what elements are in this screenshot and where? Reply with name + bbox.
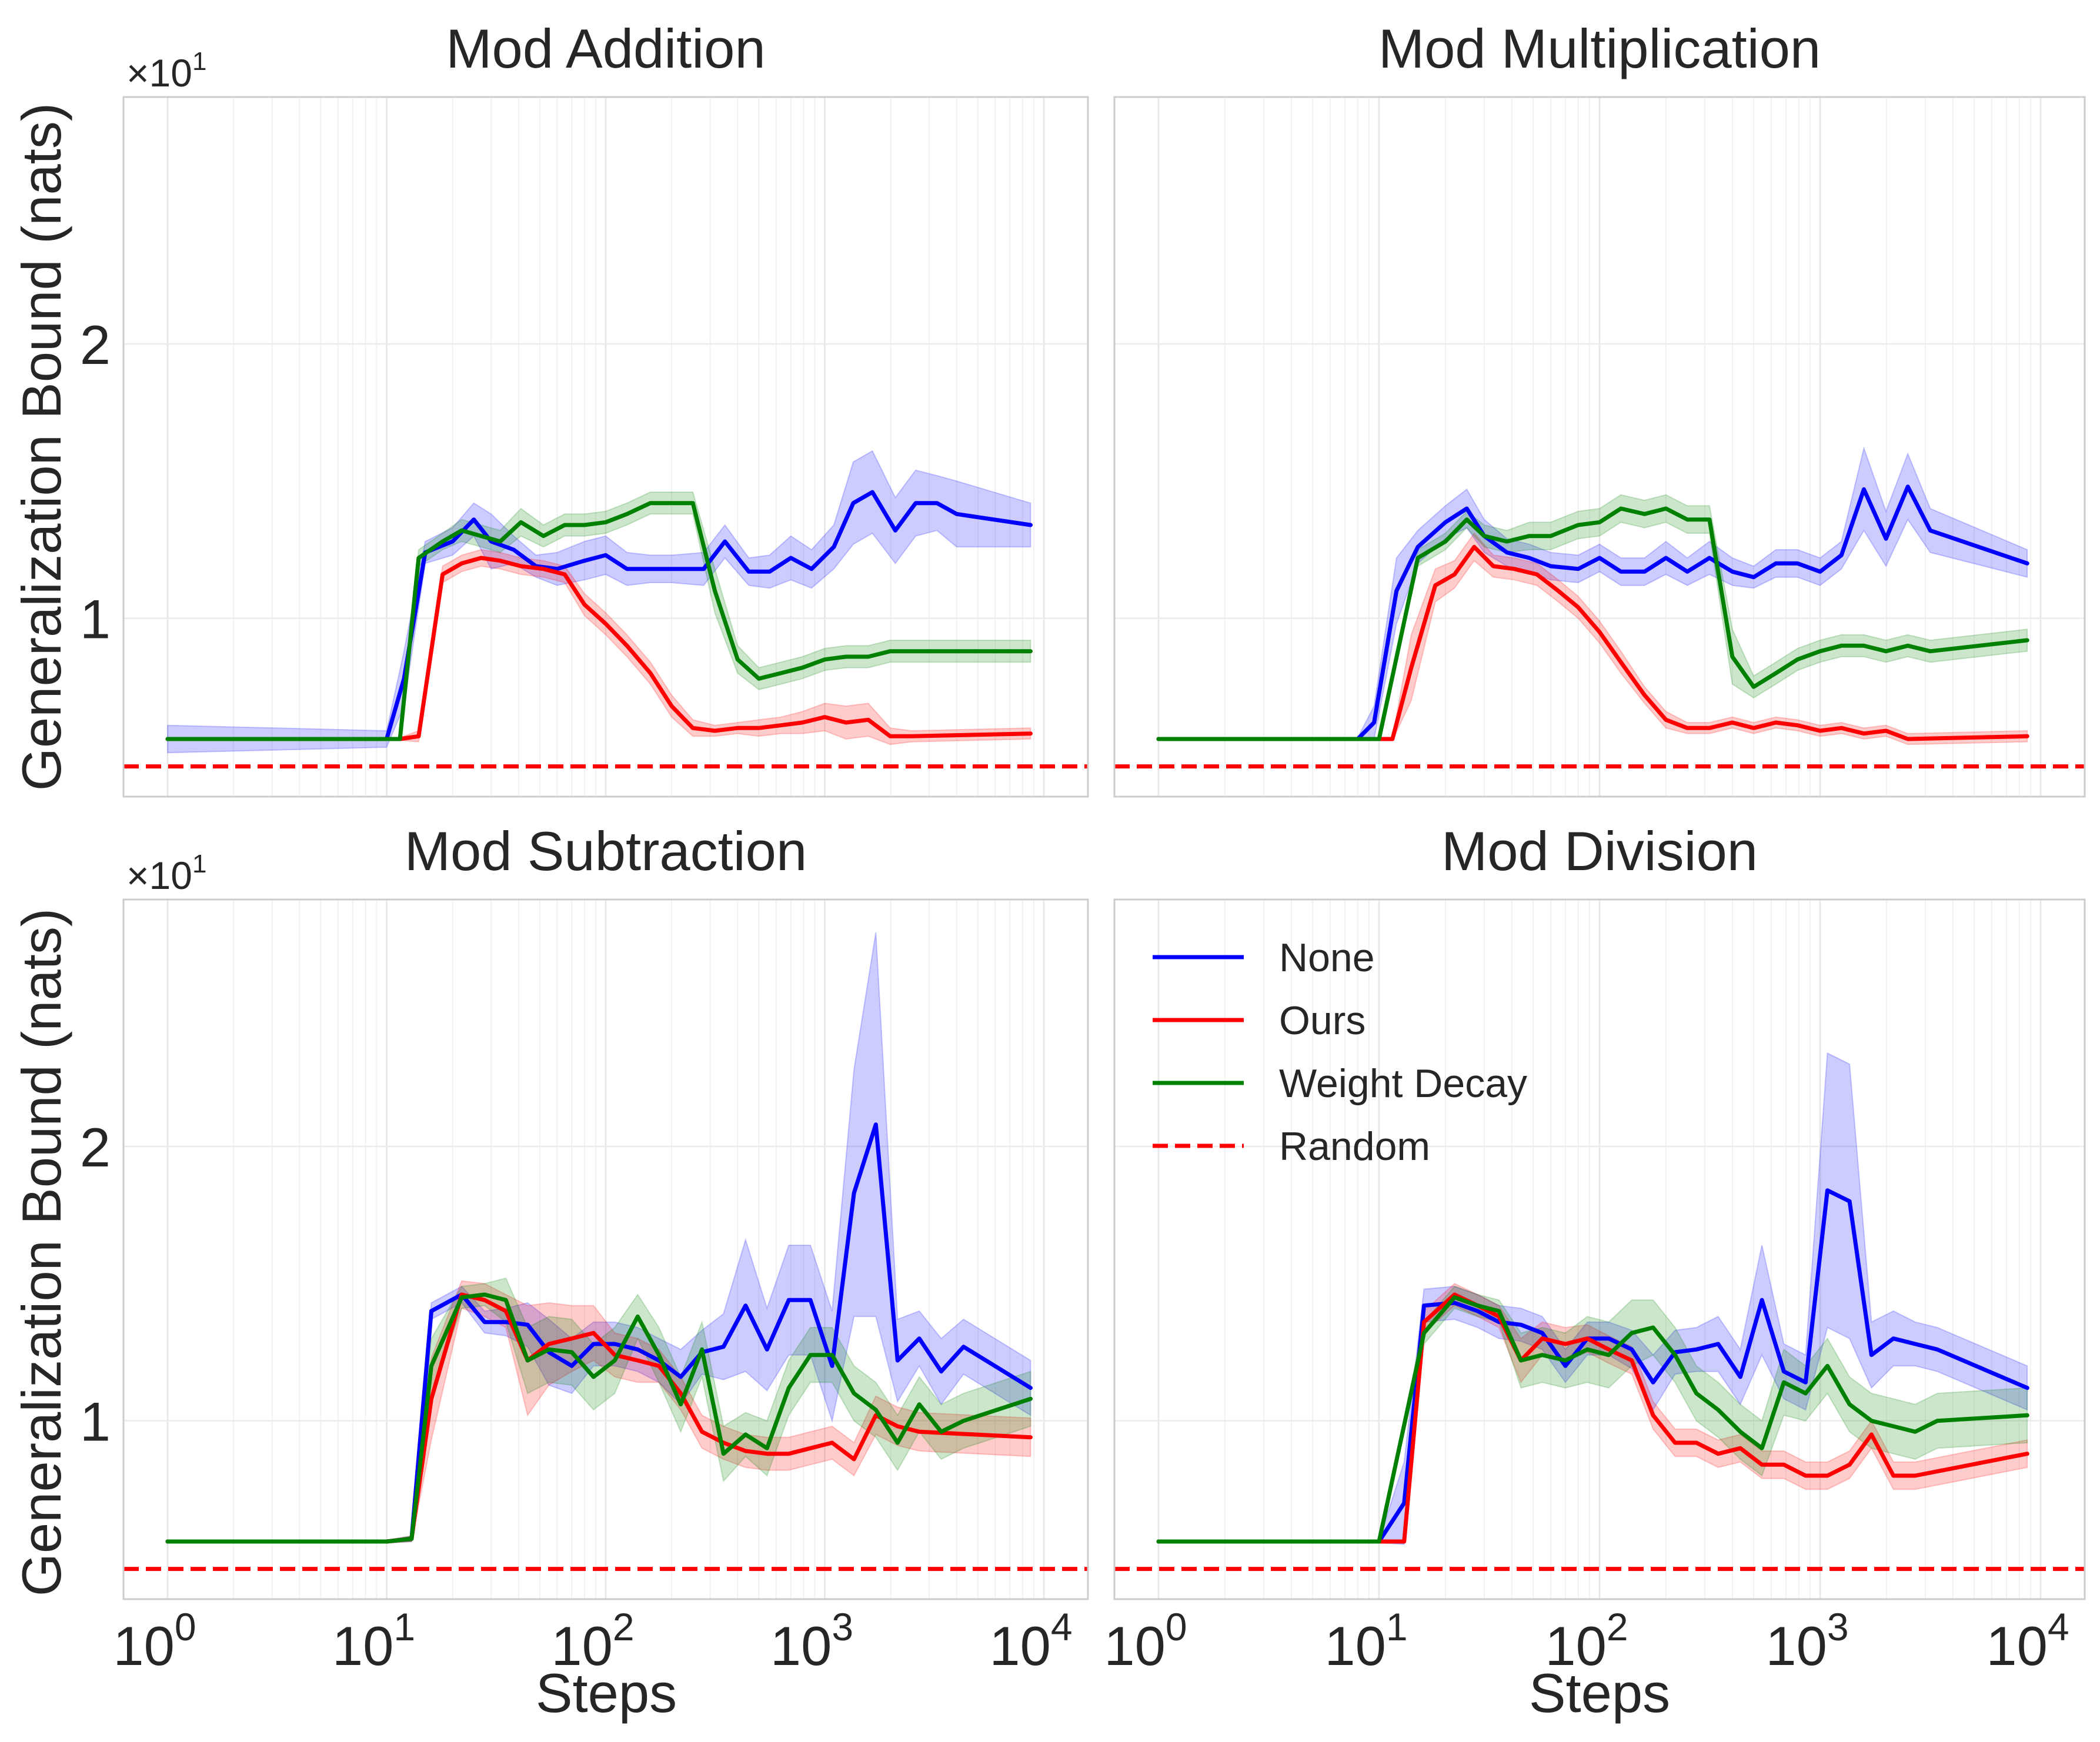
x-tick-exponent: 0 [1166,1605,1187,1649]
grid [1114,900,2085,1599]
band-weight-decay [1158,494,2028,741]
panel-frame [122,898,1089,1600]
series-line-weight-decay [165,501,1033,741]
y-axis-label-bottom: Generalization Bound (nats) [11,908,72,1596]
x-tick-exponent: 3 [1827,1605,1849,1649]
y-multiplier-exponent: 1 [192,47,206,76]
x-tick-exponent: 1 [393,1605,415,1649]
x-tick-exponent: 0 [175,1605,196,1649]
x-tick-exponent: 3 [832,1605,853,1649]
x-axis-label-right: Steps [1529,1662,1670,1724]
series-line-none [1156,1188,2029,1544]
plot-area [1114,1052,2085,1572]
panel-title: Mod Multiplication [1378,18,1821,79]
panel-title: Mod Subtraction [405,820,807,882]
series-line-none [165,1122,1033,1544]
grid [1114,97,2085,797]
x-tick-exponent: 4 [2048,1605,2069,1649]
y-tick-label: 2 [80,1116,111,1178]
band-ours [1158,532,2028,745]
series-line-weight-decay [1156,506,2029,741]
plot-area [123,450,1088,769]
x-axis-label-left: Steps [536,1662,677,1724]
panel-title: Mod Addition [446,18,765,79]
plot-area [1114,446,2085,769]
panel-mod-multiplication: Mod Multiplication [1113,18,2086,798]
legend-label-random: Random [1279,1124,1430,1169]
series-line-none [165,490,1033,741]
legend: None Ours Weight Decay Random [1153,935,1527,1169]
x-axis-labels: Steps Steps [536,1662,1670,1724]
y-axis-label-top: Generalization Bound (nats) [11,103,72,791]
series-line-weight-decay [165,1292,1033,1544]
band-ours [167,1280,1031,1544]
legend-label-weight-decay: Weight Decay [1279,1061,1527,1106]
legend-label-none: None [1279,935,1375,980]
panel-frame [1113,898,2086,1600]
series-line-weight-decay [1156,1295,2029,1544]
band-none [167,932,1031,1544]
y-multiplier-exponent: 1 [192,850,206,878]
legend-label-ours: Ours [1279,998,1365,1043]
panel-frame [1113,96,2086,798]
x-tick-exponent: 4 [1051,1605,1073,1649]
band-weight-decay [167,491,1031,741]
x-tick-exponent: 1 [1386,1605,1408,1649]
y-tick-label: 1 [80,1391,111,1453]
series-line-ours [1156,544,2029,741]
x-tick-exponent: 2 [613,1605,635,1649]
series-line-none [1156,484,2029,741]
series-line-ours [165,556,1033,741]
x-tick-exponent: 2 [1607,1605,1628,1649]
panel-frame [122,96,1089,798]
band-none [167,450,1031,754]
y-tick-label: 2 [80,314,111,376]
panel-title: Mod Division [1441,820,1758,882]
plot-area [123,932,1088,1572]
y-axis-labels: Generalization Bound (nats) Generalizati… [11,103,72,1596]
x-tick-label: 102 [1545,1605,1628,1677]
grid [123,900,1088,1599]
y-tick-label: 1 [80,589,111,650]
